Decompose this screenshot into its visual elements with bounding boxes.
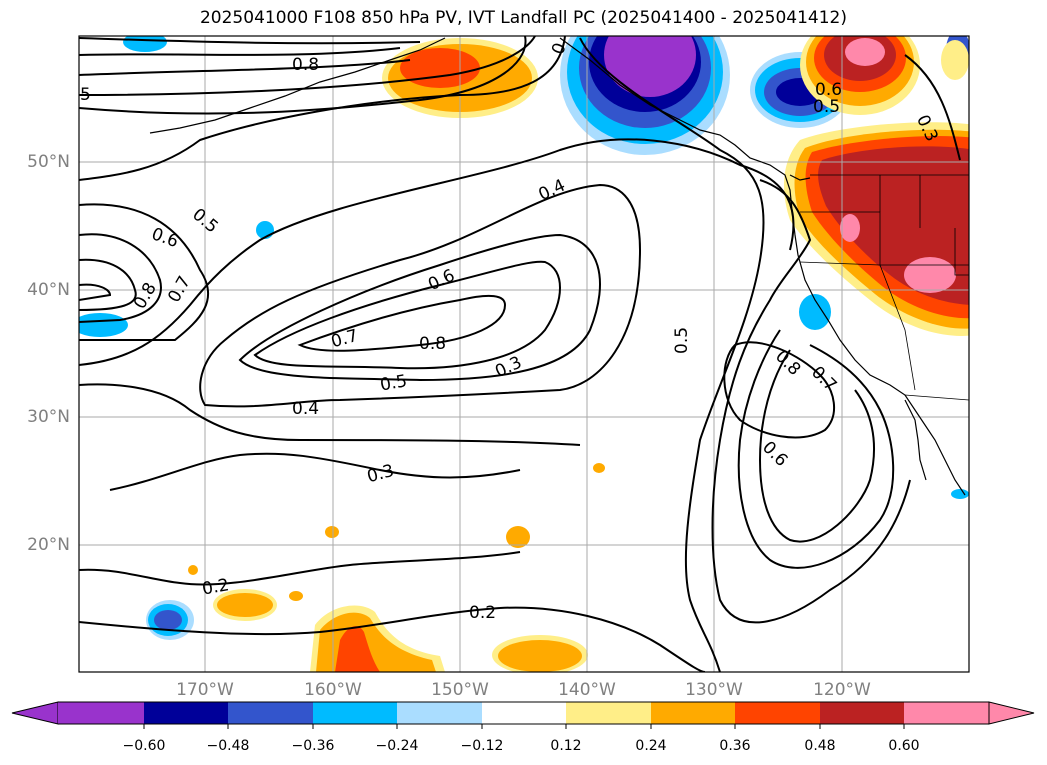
- colorbar-tick-label: 0.48: [804, 738, 836, 754]
- colorbar-tick-label: −0.36: [291, 738, 335, 754]
- contour-label: 0.8: [292, 55, 319, 75]
- political-borders: [799, 174, 969, 401]
- positive-pv-pacific-northwest: [784, 122, 969, 336]
- contour-label: 5: [80, 85, 91, 105]
- lon-label: 140°W: [558, 680, 616, 700]
- colorbar-tick-label: 0.12: [550, 738, 582, 754]
- lon-label: 160°W: [304, 680, 362, 700]
- colorbar-tick-label: −0.12: [460, 738, 504, 754]
- map-title: 2025041000 F108 850 hPa PV, IVT Landfall…: [199, 8, 847, 28]
- colorbar-extend-high: [988, 701, 1035, 725]
- colorbar: [11, 701, 1035, 729]
- colorbar-tick-label: −0.60: [122, 738, 166, 754]
- lat-label: 40°N: [27, 280, 70, 300]
- contour-label: 0.8: [419, 334, 446, 354]
- contour-label: 0.4: [292, 399, 319, 419]
- contour-label: 0.5: [379, 371, 409, 395]
- lat-label: 50°N: [27, 152, 70, 172]
- map-frame: [78, 35, 970, 673]
- lon-label: 130°W: [685, 680, 743, 700]
- contour-label: 0.5: [813, 97, 840, 117]
- colorbar-tick-label: 0.60: [888, 738, 920, 754]
- colorbar-tick-label: 0.36: [719, 738, 751, 754]
- colorbar-extend-low: [11, 701, 59, 725]
- contour-label: 0.2: [469, 603, 496, 623]
- colorbar-tick-label: 0.24: [635, 738, 667, 754]
- contour-label: 0.2: [201, 575, 231, 599]
- positive-pv-south: [310, 605, 445, 672]
- lon-label: 150°W: [431, 680, 489, 700]
- contour-label: 0.5: [672, 327, 692, 354]
- lon-label: 120°W: [813, 680, 871, 700]
- colorbar-tick-label: −0.48: [206, 738, 250, 754]
- lat-label: 20°N: [27, 535, 70, 555]
- negative-pv-gulf-of-alaska: [560, 36, 730, 155]
- pv-contours: [79, 36, 961, 672]
- colorbar-tick-label: −0.24: [375, 738, 419, 754]
- lat-label: 30°N: [27, 407, 70, 427]
- contour-label: 0.6: [815, 80, 842, 100]
- lon-label: 170°W: [176, 680, 234, 700]
